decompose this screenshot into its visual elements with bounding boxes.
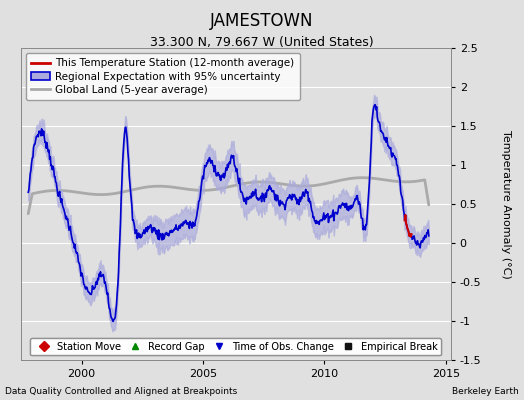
Y-axis label: Temperature Anomaly (°C): Temperature Anomaly (°C) (501, 130, 511, 278)
Text: JAMESTOWN: JAMESTOWN (210, 12, 314, 30)
Text: Data Quality Controlled and Aligned at Breakpoints: Data Quality Controlled and Aligned at B… (5, 387, 237, 396)
Text: Berkeley Earth: Berkeley Earth (452, 387, 519, 396)
Legend: Station Move, Record Gap, Time of Obs. Change, Empirical Break: Station Move, Record Gap, Time of Obs. C… (30, 338, 441, 356)
Text: 33.300 N, 79.667 W (United States): 33.300 N, 79.667 W (United States) (150, 36, 374, 49)
